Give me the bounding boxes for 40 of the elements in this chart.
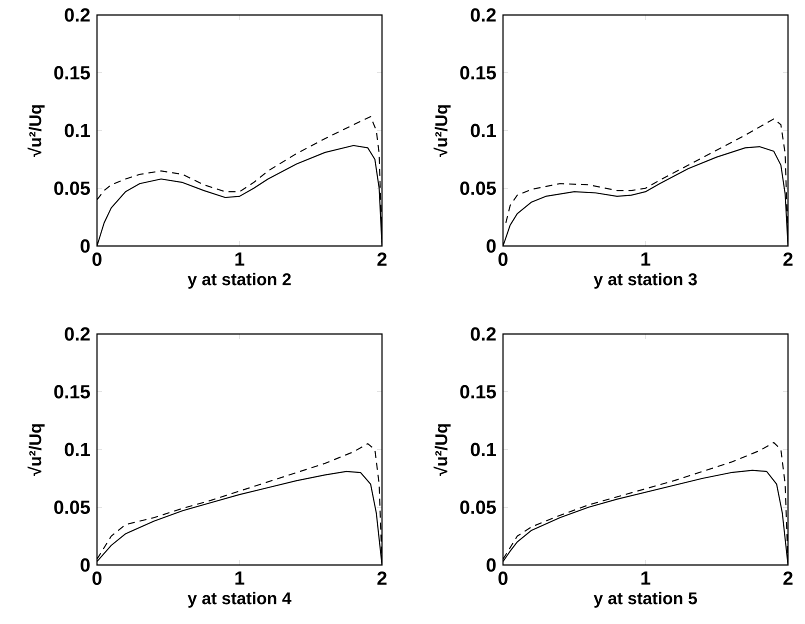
y-tick-label: 0.2 [64,8,90,22]
x-axis-title: y at station 5 [594,592,697,608]
y-tick-label: 0.05 [460,182,496,195]
y-axis-title: √u²/Uq [28,105,45,157]
x-tick-label: 1 [641,572,650,585]
y-tick-label: 0.2 [470,327,496,341]
y-tick-label: 0 [80,239,90,253]
x-tick-label: 1 [235,572,244,585]
x-tick-label: 2 [783,572,793,585]
x-tick-label: 2 [377,572,387,585]
x-tick-label: 0 [498,252,508,266]
x-tick-label: 1 [235,252,244,266]
y-axis-title: √u²/Uq [434,105,451,157]
y-tick-label: 0.15 [460,66,496,80]
x-tick-label: 1 [641,252,650,266]
x-tick-label: 2 [783,252,793,266]
y-tick-label: 0.2 [470,8,496,22]
y-tick-label: 0.15 [460,385,496,398]
y-tick-label: 0.05 [54,500,90,514]
y-tick-label: 0 [486,558,496,572]
y-tick-label: 0.1 [470,124,496,138]
y-tick-label: 0.1 [64,442,90,456]
y-tick-label: 0.05 [54,182,90,195]
y-axis-title: √u²/Uq [434,424,451,476]
y-tick-label: 0.05 [460,500,496,514]
x-tick-label: 0 [92,572,102,585]
x-tick-label: 0 [498,572,508,585]
y-tick-label: 0.15 [54,66,90,80]
y-tick-label: 0 [486,239,496,253]
y-tick-label: 0.1 [470,442,496,456]
x-axis-title: y at station 3 [594,272,697,289]
x-tick-label: 0 [92,252,102,266]
y-axis-title: √u²/Uq [28,424,45,476]
x-axis-title: y at station 4 [188,592,292,608]
y-tick-label: 0.15 [54,385,90,398]
x-tick-label: 2 [377,252,387,266]
y-tick-label: 0.1 [64,124,90,138]
y-tick-label: 0 [80,558,90,572]
y-tick-label: 0.2 [64,327,90,341]
x-axis-title: y at station 2 [188,272,291,289]
